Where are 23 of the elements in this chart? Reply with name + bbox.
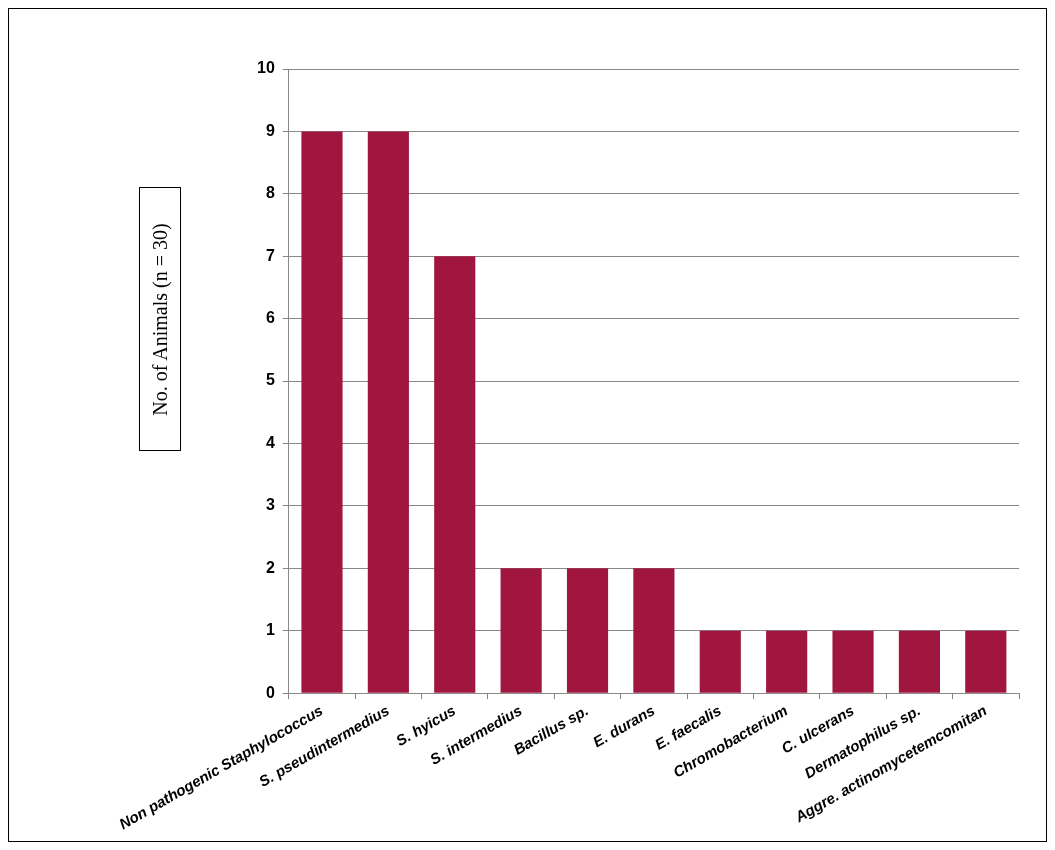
bar [965, 630, 1007, 693]
y-tick-label: 2 [265, 558, 275, 576]
bar [699, 630, 741, 693]
y-tick-label: 9 [265, 121, 275, 139]
y-tick-label: 8 [265, 184, 275, 202]
y-tick-label: 6 [265, 309, 275, 327]
y-tick-label: 5 [265, 371, 275, 389]
bar [566, 568, 609, 693]
y-tick-label: 7 [265, 246, 275, 264]
y-tick-label: 0 [265, 683, 275, 701]
bar [500, 568, 542, 693]
bar [434, 256, 476, 693]
bar [766, 630, 808, 693]
bar [301, 131, 343, 693]
y-tick-label: 4 [265, 433, 275, 451]
bar [832, 630, 874, 693]
bar [367, 131, 409, 693]
y-axis-title: No. of Animals (n = 30) [148, 222, 172, 416]
y-tick-label: 10 [257, 59, 275, 77]
bar [633, 568, 675, 693]
y-tick-label: 3 [265, 496, 275, 514]
bar [898, 630, 941, 693]
y-tick-label: 1 [265, 621, 275, 639]
